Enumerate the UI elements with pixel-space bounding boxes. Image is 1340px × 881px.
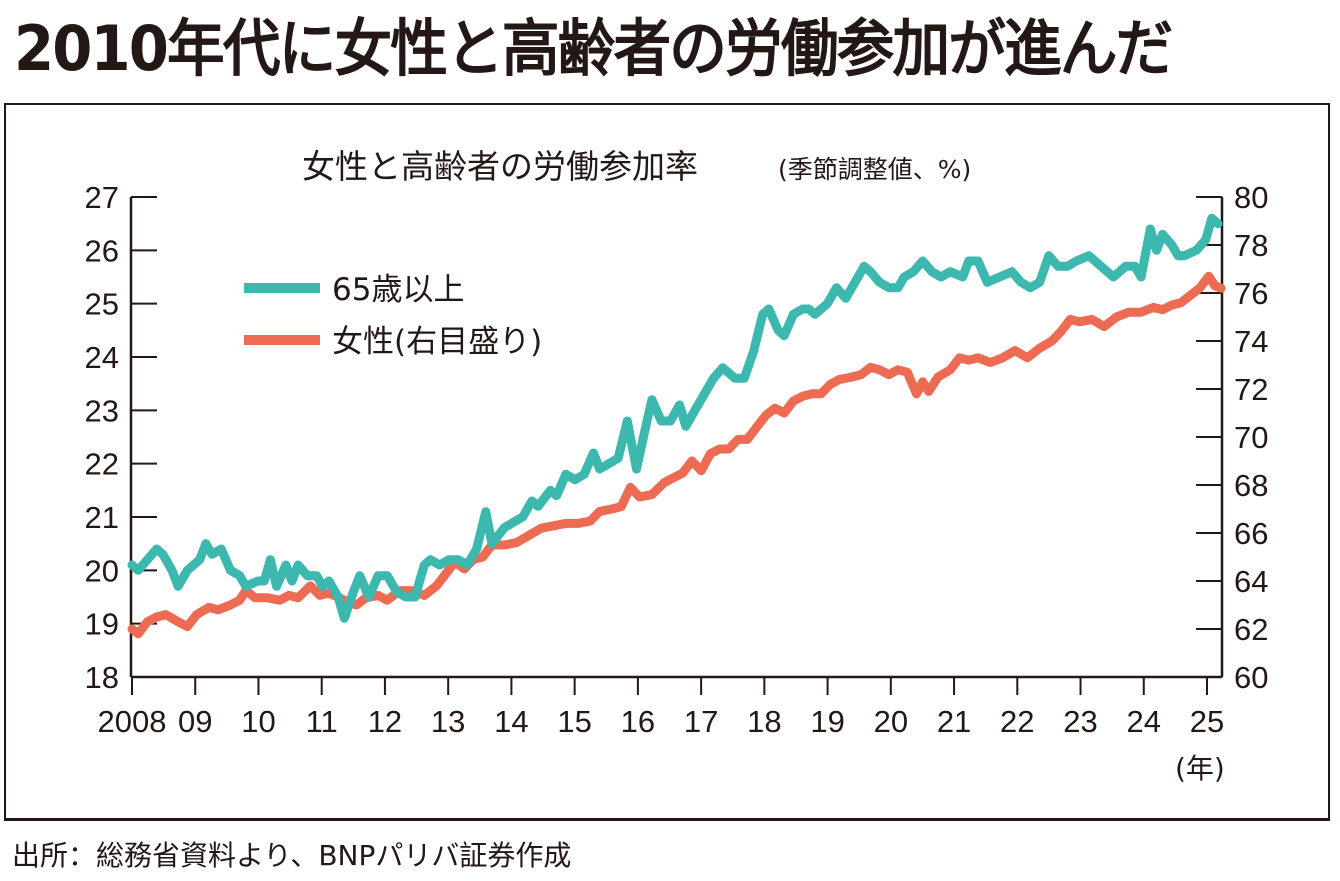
right-tick-label: 62: [1234, 612, 1268, 647]
left-tick-label: 21: [85, 500, 119, 535]
x-tick-label: 22: [1000, 704, 1034, 739]
right-tick-label: 78: [1234, 228, 1268, 263]
x-tick-label: 15: [557, 704, 591, 739]
right-tick-label: 72: [1234, 372, 1268, 407]
chart-title-group: 女性と高齢者の労働参加率 (季節調整値、%): [302, 147, 971, 186]
x-tick-label: 2008: [98, 704, 167, 739]
right-tick-label: 60: [1234, 660, 1268, 695]
right-tick-label: 70: [1234, 420, 1268, 455]
left-tick-label: 18: [85, 660, 119, 695]
left-tick-label: 19: [85, 607, 119, 642]
x-tick-label: 20: [874, 704, 908, 739]
right-tick-label: 74: [1234, 324, 1268, 359]
source-note: 出所：総務省資料より、BNPパリバ証券作成: [12, 839, 572, 872]
right-tick-label: 80: [1234, 180, 1268, 215]
x-tick-label: 24: [1127, 704, 1161, 739]
legend: 65歳以上 女性(右目盛り): [244, 272, 542, 360]
x-tick-label: 18: [747, 704, 781, 739]
x-tick-label: 23: [1063, 704, 1097, 739]
right-tick-label: 68: [1234, 468, 1268, 503]
left-tick-label: 20: [85, 553, 119, 588]
left-tick-label: 26: [85, 233, 119, 268]
x-tick-label: 13: [431, 704, 465, 739]
chart-title: 女性と高齢者の労働参加率: [302, 147, 698, 186]
x-axis-unit-label: (年): [1175, 752, 1225, 785]
x-tick-label: 25: [1190, 704, 1224, 739]
x-tick-label: 21: [937, 704, 971, 739]
series-line-women: [127, 271, 1226, 639]
legend-label-elderly: 65歳以上: [332, 272, 464, 308]
x-tick-label: 11: [306, 704, 338, 739]
left-tick-label: 23: [85, 393, 119, 428]
axes: 18 19 20 21 22 23 24 25 26 27 60 62 64 66 68 70 72 74 76 78…: [85, 180, 1269, 739]
x-tick-label: 10: [241, 704, 275, 739]
x-tick-label: 19: [810, 704, 844, 739]
right-tick-label: 64: [1234, 564, 1268, 599]
x-tick-label: 17: [684, 704, 718, 739]
series-lines: [127, 213, 1226, 639]
legend-label-women: 女性(右目盛り): [332, 324, 542, 360]
left-tick-label: 22: [85, 447, 119, 482]
right-tick-label: 76: [1234, 276, 1268, 311]
left-tick-label: 24: [85, 340, 119, 375]
x-tick-label: 14: [494, 704, 528, 739]
left-tick-label: 27: [85, 180, 119, 215]
x-tick-label: 12: [368, 704, 402, 739]
chart-frame: [4, 103, 1330, 821]
left-tick-label: 25: [85, 287, 119, 322]
right-tick-label: 66: [1234, 516, 1268, 551]
x-tick-label: 16: [621, 704, 655, 739]
chart-subtitle: (季節調整値、%): [778, 155, 971, 184]
series-line-elderly: [127, 213, 1223, 623]
headline: 2010年代に女性と高齢者の労働参加が進んだ: [14, 12, 1173, 85]
x-tick-label: 09: [178, 704, 212, 739]
